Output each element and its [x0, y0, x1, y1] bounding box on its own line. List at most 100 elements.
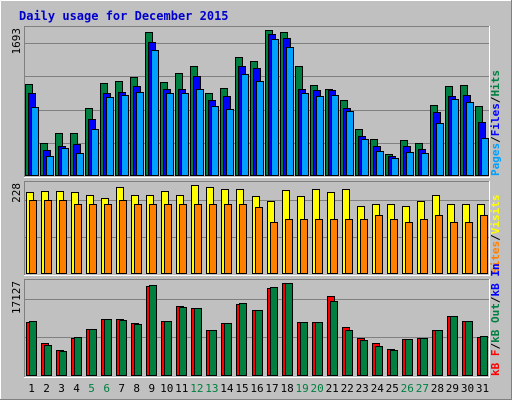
bar-kb-out-day-27 [420, 338, 428, 376]
x-tick-label: 10 [160, 382, 173, 395]
x-tick-label: 9 [148, 382, 155, 395]
bar-sites-day-6 [104, 204, 112, 274]
chart-title: Daily usage for December 2015 [19, 9, 229, 23]
x-tick-label: 17 [265, 382, 278, 395]
legend-item: Sites [489, 241, 502, 274]
bar-kb-out-day-4 [74, 337, 82, 376]
bar-pages-day-19 [301, 93, 309, 176]
bar-sites-day-1 [29, 200, 37, 274]
bar-sites-day-17 [270, 222, 278, 274]
bar-kb-out-day-6 [104, 319, 112, 376]
bar-pages-day-11 [181, 93, 189, 176]
bar-sites-day-2 [44, 200, 52, 274]
x-tick-label: 16 [250, 382, 263, 395]
bar-sites-day-10 [164, 204, 172, 274]
bar-sites-day-12 [194, 204, 202, 274]
panel-bottom-legend: kB F/kB Out/kB In [489, 263, 502, 376]
x-tick-label: 21 [326, 382, 339, 395]
bar-kb-out-day-1 [29, 321, 37, 376]
bar-pages-day-5 [91, 129, 99, 176]
bar-sites-day-24 [375, 215, 383, 274]
bar-kb-out-day-12 [194, 308, 202, 376]
panel-top-ymax-label: 1693 [10, 28, 23, 55]
bar-pages-day-3 [61, 148, 69, 176]
bar-sites-day-18 [285, 219, 293, 274]
bar-sites-day-11 [179, 204, 187, 274]
bar-sites-day-22 [345, 219, 353, 274]
bar-pages-day-6 [106, 97, 114, 176]
bar-kb-out-day-7 [119, 320, 127, 376]
legend-item: / [489, 296, 502, 303]
bar-kb-out-day-25 [390, 350, 398, 376]
bar-sites-day-30 [465, 222, 473, 274]
bar-kb-out-day-26 [405, 339, 413, 376]
bar-kb-out-day-23 [360, 340, 368, 376]
bar-sites-day-15 [239, 204, 247, 274]
x-tick-label: 14 [220, 382, 234, 395]
bar-pages-day-22 [346, 111, 354, 176]
bar-pages-day-27 [421, 153, 429, 176]
bar-pages-day-4 [76, 153, 84, 176]
panel-top: 1693 Pages/Files/Hits [10, 26, 502, 178]
panel-top-legend: Pages/Files/Hits [489, 70, 502, 176]
x-tick-label: 22 [341, 382, 354, 395]
x-tick-label: 27 [416, 382, 429, 395]
bar-sites-day-3 [59, 200, 67, 274]
x-tick-label: 23 [356, 382, 369, 395]
bar-pages-day-26 [406, 152, 414, 176]
bar-kb-out-day-13 [209, 330, 217, 376]
bar-sites-day-26 [405, 222, 413, 274]
legend-item: / [489, 96, 502, 103]
legend-item: Files [489, 103, 502, 136]
legend-item: kB In [489, 263, 502, 296]
bar-sites-day-19 [300, 219, 308, 274]
bar-kb-out-day-18 [285, 283, 293, 376]
legend-item: Hits [489, 70, 502, 97]
x-tick-label: 20 [310, 382, 323, 395]
x-tick-label: 4 [73, 382, 80, 395]
legend-item: / [489, 343, 502, 350]
bar-sites-day-14 [224, 204, 232, 274]
x-tick-label: 6 [103, 382, 110, 395]
bar-sites-day-4 [74, 204, 82, 274]
bar-sites-day-16 [255, 207, 263, 274]
bar-sites-day-21 [330, 219, 338, 274]
bar-kb-out-day-31 [480, 336, 488, 376]
x-tick-label: 12 [190, 382, 203, 395]
bar-pages-day-16 [256, 81, 264, 176]
x-tick-label: 18 [280, 382, 293, 395]
bar-pages-day-2 [46, 156, 54, 176]
bar-kb-out-day-10 [164, 321, 172, 376]
bar-kb-out-day-17 [270, 287, 278, 376]
x-tick-label: 26 [401, 382, 414, 395]
bar-sites-day-5 [89, 204, 97, 274]
bar-kb-out-day-16 [255, 310, 263, 376]
bar-kb-out-day-19 [300, 322, 308, 376]
bar-pages-day-1 [31, 107, 39, 176]
bar-sites-day-23 [360, 219, 368, 274]
x-tick-label: 5 [88, 382, 95, 395]
x-tick-label: 24 [371, 382, 385, 395]
bar-pages-day-23 [361, 139, 369, 176]
legend-item: Visits [489, 195, 502, 235]
bar-kb-out-day-5 [89, 329, 97, 376]
bar-pages-day-25 [391, 158, 399, 176]
x-axis-labels: 1 2 3 4 5 6 7 8 9 10 11 12 13 14 15 16 17 18 19 20 21 22 23 24 2… [28, 382, 489, 395]
bar-kb-out-day-9 [149, 285, 157, 376]
bar-sites-day-28 [435, 215, 443, 274]
x-tick-label: 3 [58, 382, 65, 395]
bar-pages-day-21 [331, 95, 339, 176]
bar-pages-day-9 [151, 50, 159, 176]
bar-kb-out-day-15 [239, 303, 247, 376]
bar-kb-out-day-30 [465, 321, 473, 376]
bar-pages-day-10 [166, 93, 174, 176]
bar-kb-out-day-11 [179, 307, 187, 376]
bar-sites-day-25 [390, 219, 398, 274]
bar-pages-day-18 [286, 47, 294, 176]
bar-kb-out-day-21 [330, 301, 338, 376]
bar-pages-day-15 [241, 74, 249, 176]
legend-item: kB Out [489, 303, 502, 343]
bar-kb-out-day-2 [44, 345, 52, 376]
x-tick-label: 8 [133, 382, 140, 395]
